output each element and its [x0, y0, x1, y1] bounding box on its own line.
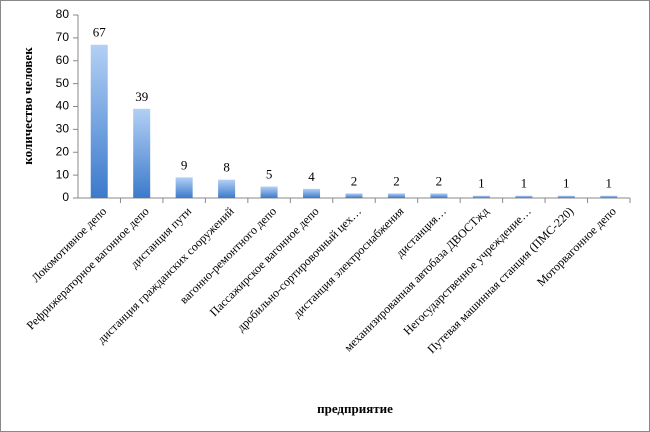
y-tick-label: 20	[56, 144, 70, 158]
y-tick-label: 10	[56, 167, 70, 181]
value-label: 8	[223, 160, 230, 175]
bar	[345, 193, 363, 198]
bar	[515, 195, 533, 198]
value-label: 1	[563, 176, 570, 191]
value-label: 39	[135, 89, 148, 104]
y-tick-label: 60	[56, 53, 70, 67]
y-tick-label: 80	[56, 7, 70, 21]
value-label: 4	[308, 169, 315, 184]
value-label: 2	[351, 173, 358, 188]
x-axis-label: предприятие	[317, 401, 393, 416]
y-tick-label: 40	[56, 99, 70, 113]
y-axis-label: количество человек	[20, 47, 35, 165]
y-tick-label: 0	[62, 190, 69, 204]
value-label: 67	[93, 25, 107, 40]
bar	[133, 108, 151, 198]
value-label: 1	[606, 176, 613, 191]
value-label: 1	[521, 176, 528, 191]
bar	[175, 177, 193, 198]
bar	[218, 179, 236, 198]
bar	[90, 44, 108, 198]
y-tick-label: 70	[56, 30, 70, 44]
y-tick-label: 30	[56, 122, 70, 136]
y-tick-label: 50	[56, 76, 70, 90]
bar	[260, 186, 278, 198]
bar	[430, 193, 448, 198]
value-label: 9	[181, 157, 188, 172]
value-label: 2	[436, 173, 443, 188]
bar	[600, 195, 618, 198]
bar	[472, 195, 490, 198]
bar	[387, 193, 405, 198]
bar	[303, 188, 321, 198]
bar	[557, 195, 575, 198]
value-label: 2	[393, 173, 400, 188]
value-label: 1	[478, 176, 485, 191]
value-label: 5	[266, 167, 273, 182]
